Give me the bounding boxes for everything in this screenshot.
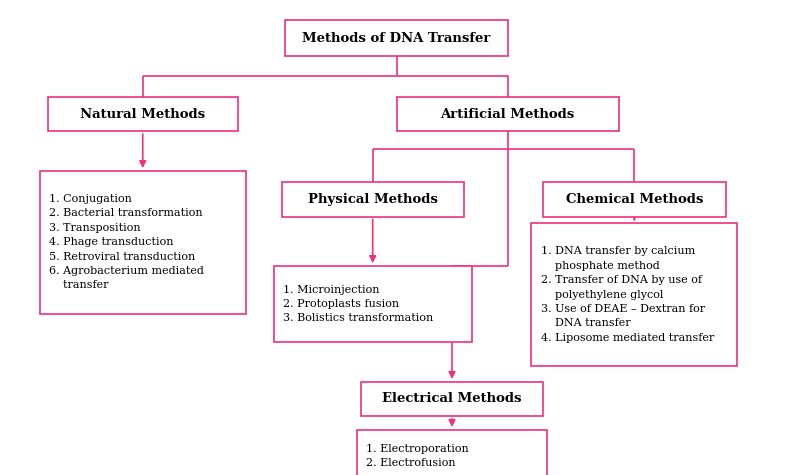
- FancyBboxPatch shape: [285, 20, 508, 56]
- Text: 1. Electroporation
2. Electrofusion: 1. Electroporation 2. Electrofusion: [366, 444, 469, 468]
- FancyBboxPatch shape: [396, 97, 619, 131]
- FancyBboxPatch shape: [543, 182, 726, 217]
- FancyBboxPatch shape: [357, 430, 547, 475]
- FancyBboxPatch shape: [40, 171, 246, 314]
- Text: Physical Methods: Physical Methods: [308, 193, 438, 206]
- Text: Artificial Methods: Artificial Methods: [440, 107, 575, 121]
- FancyBboxPatch shape: [48, 97, 238, 131]
- FancyBboxPatch shape: [361, 382, 543, 416]
- Text: 1. Microinjection
2. Protoplasts fusion
3. Bolistics transformation: 1. Microinjection 2. Protoplasts fusion …: [283, 285, 433, 323]
- Text: Natural Methods: Natural Methods: [80, 107, 205, 121]
- Text: 1. Conjugation
2. Bacterial transformation
3. Transposition
4. Phage transductio: 1. Conjugation 2. Bacterial transformati…: [49, 194, 204, 290]
- Text: 1. DNA transfer by calcium
    phosphate method
2. Transfer of DNA by use of
   : 1. DNA transfer by calcium phosphate met…: [541, 247, 714, 342]
- FancyBboxPatch shape: [274, 266, 472, 342]
- Text: Electrical Methods: Electrical Methods: [382, 392, 522, 406]
- FancyBboxPatch shape: [531, 223, 737, 366]
- FancyBboxPatch shape: [282, 182, 464, 217]
- Text: Methods of DNA Transfer: Methods of DNA Transfer: [302, 31, 491, 45]
- Text: Chemical Methods: Chemical Methods: [565, 193, 703, 206]
